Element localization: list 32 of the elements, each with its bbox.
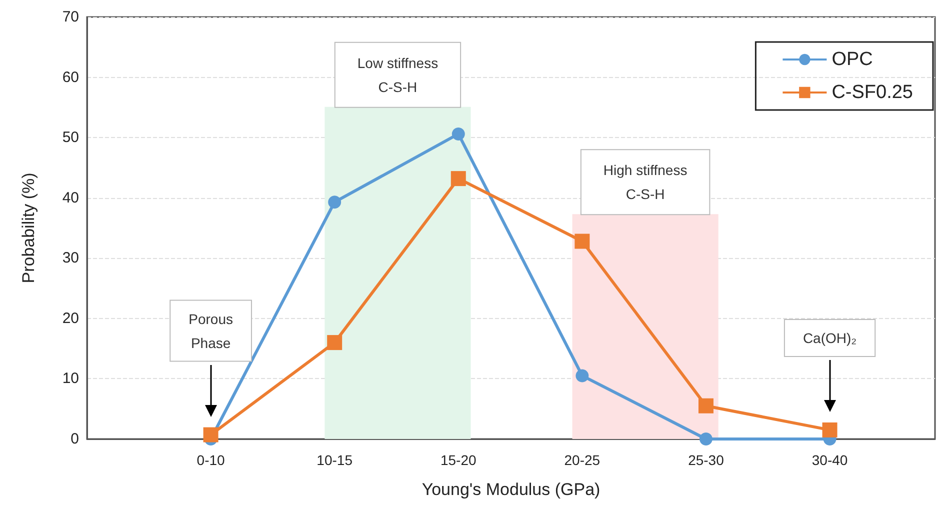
band-label: High stiffness C-S-H xyxy=(603,162,688,202)
y-tick-label: 70 xyxy=(62,8,79,26)
y-tick-label: 10 xyxy=(62,370,79,388)
y-axis-title: Probability (%) xyxy=(19,172,38,284)
x-tick-label: 15-20 xyxy=(440,452,476,468)
point xyxy=(328,196,342,209)
point xyxy=(699,432,712,446)
point xyxy=(574,234,590,249)
point xyxy=(452,127,465,140)
point xyxy=(327,335,342,350)
x-axis-title: Young's Modulus (GPa) xyxy=(422,480,600,499)
legend-label: C-SF0.25 xyxy=(832,82,914,103)
x-tick-label: 20-25 xyxy=(564,452,600,468)
legend-label: OPC xyxy=(832,49,873,70)
y-tick-label: 30 xyxy=(62,250,79,267)
y-tick-label: 60 xyxy=(62,68,79,86)
annotation: Ca(OH)₂ xyxy=(802,330,857,346)
x-tick-label: 30-40 xyxy=(812,452,848,468)
x-tick-label: 0-10 xyxy=(196,452,226,468)
y-tick-label: 20 xyxy=(62,310,79,327)
annotation: Porous Phase xyxy=(188,310,233,351)
x-tick-label: 10-15 xyxy=(316,452,353,468)
band-label: Low stiffness C-S-H xyxy=(357,54,438,95)
point xyxy=(698,398,714,414)
point xyxy=(822,422,838,438)
point xyxy=(576,369,589,382)
y-tick-label: 50 xyxy=(62,129,79,146)
point xyxy=(450,171,466,186)
point xyxy=(203,427,218,442)
y-tick-label: 0 xyxy=(70,430,79,448)
x-tick-label: 25-30 xyxy=(688,452,724,468)
y-tick-label: 40 xyxy=(62,189,79,206)
